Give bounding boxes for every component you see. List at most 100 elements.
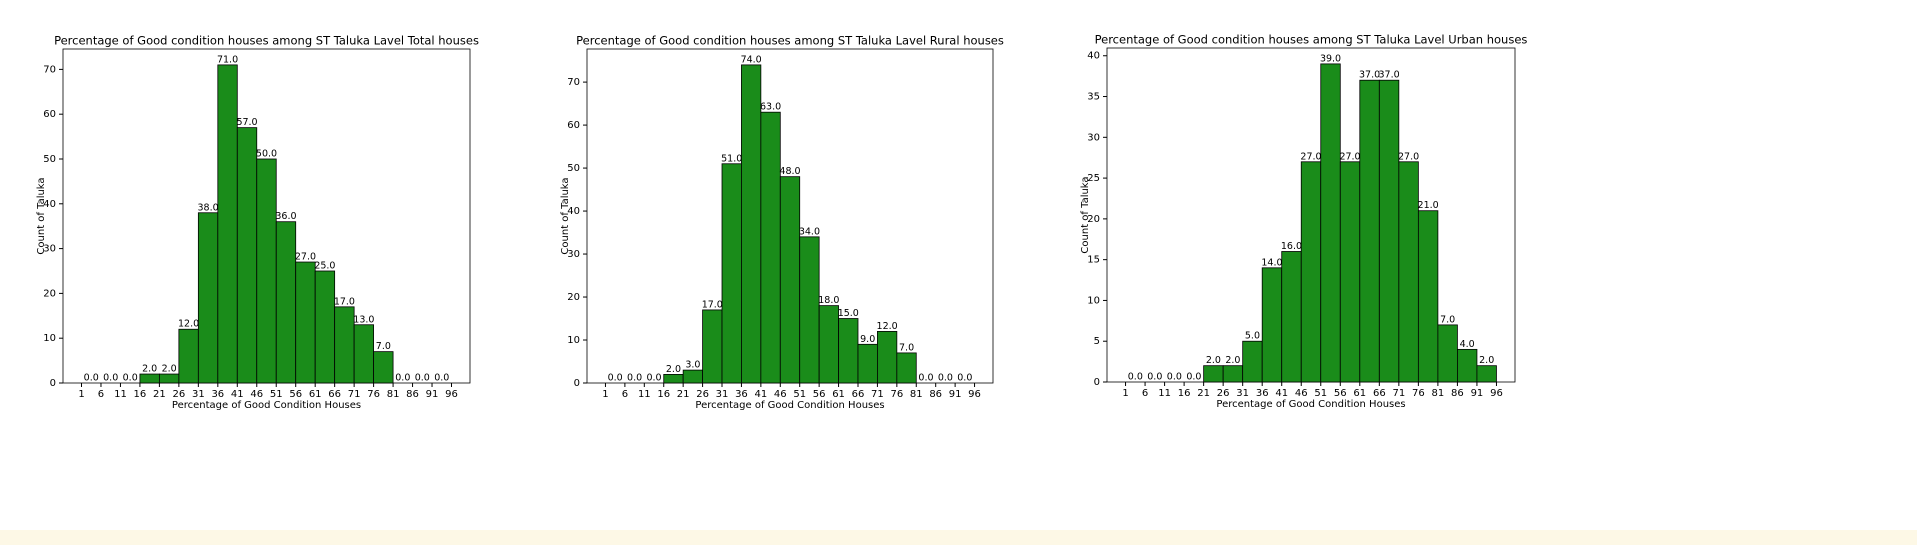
x-tick-label: 91	[426, 389, 439, 400]
y-tick-label: 10	[1087, 295, 1100, 306]
x-tick-label: 21	[677, 389, 690, 400]
bar	[1457, 348, 1478, 383]
y-tick-label: 0	[1094, 377, 1100, 388]
x-tick-label: 41	[231, 389, 244, 400]
x-tick-label: 21	[153, 389, 166, 400]
x-tick-label: 21	[1197, 388, 1210, 399]
chart-title: Percentage of Good condition houses amon…	[1095, 33, 1528, 47]
value-label: 7.0	[899, 342, 914, 353]
value-label: 37.0	[1379, 70, 1400, 81]
x-axis-label: Percentage of Good Condition Houses	[1216, 399, 1405, 410]
x-tick-label: 51	[270, 389, 283, 400]
y-tick-label: 25	[1087, 173, 1100, 184]
y-axis-label: Count of Taluka	[1080, 176, 1091, 253]
value-label: 2.0	[1479, 355, 1494, 366]
bar	[799, 236, 820, 384]
x-tick-label: 6	[622, 389, 628, 400]
x-tick-label: 26	[1217, 388, 1230, 399]
bar	[760, 111, 781, 384]
bar	[1203, 365, 1224, 383]
x-tick-label: 96	[1490, 388, 1503, 399]
value-label: 5.0	[1245, 331, 1260, 342]
value-label: 18.0	[818, 295, 839, 306]
value-label: 0.0	[395, 373, 410, 384]
value-label: 37.0	[1359, 70, 1380, 81]
value-label: 21.0	[1418, 200, 1439, 211]
bar	[721, 163, 742, 384]
bar	[275, 221, 297, 384]
value-label: 25.0	[314, 260, 335, 271]
y-tick-label: 20	[1087, 214, 1100, 225]
bar	[1320, 63, 1341, 383]
bar	[1476, 365, 1497, 383]
value-label: 9.0	[860, 334, 875, 345]
value-label: 12.0	[178, 319, 199, 330]
x-tick-label: 36	[211, 389, 224, 400]
y-tick-label: 0	[50, 378, 56, 389]
x-tick-label: 76	[1412, 388, 1425, 399]
y-tick-label: 10	[43, 333, 56, 344]
y-axis-label: Count of Taluka	[36, 177, 47, 254]
x-tick-label: 91	[1471, 388, 1484, 399]
y-tick-label: 50	[567, 163, 580, 174]
x-tick-label: 26	[696, 389, 709, 400]
bar	[702, 309, 723, 384]
value-label: 57.0	[236, 117, 257, 128]
x-tick-label: 46	[250, 389, 263, 400]
value-label: 0.0	[1147, 372, 1162, 383]
y-tick-label: 40	[43, 199, 56, 210]
bar	[256, 158, 277, 384]
x-tick-label: 91	[949, 389, 962, 400]
bar	[857, 343, 878, 384]
value-label: 15.0	[838, 308, 859, 319]
y-tick-label: 70	[567, 77, 580, 88]
x-axis-label: Percentage of Good Condition Houses	[172, 400, 361, 411]
y-tick-label: 0	[574, 378, 580, 389]
y-tick-label: 30	[43, 244, 56, 255]
x-tick-label: 1	[602, 389, 608, 400]
x-tick-label: 81	[910, 389, 923, 400]
y-tick-label: 10	[567, 335, 580, 346]
value-label: 27.0	[1398, 151, 1419, 162]
x-axis-label: Percentage of Good Condition Houses	[695, 400, 884, 411]
value-label: 0.0	[627, 373, 642, 384]
value-label: 17.0	[702, 299, 723, 310]
x-tick-label: 26	[173, 389, 186, 400]
x-tick-label: 81	[387, 389, 400, 400]
bar	[178, 328, 199, 384]
value-label: 13.0	[353, 314, 374, 325]
value-label: 27.0	[295, 252, 316, 263]
x-tick-label: 1	[78, 389, 84, 400]
value-label: 27.0	[1300, 151, 1321, 162]
value-label: 7.0	[1440, 314, 1455, 325]
y-tick-label: 40	[567, 206, 580, 217]
bar	[838, 318, 859, 384]
x-tick-label: 11	[1158, 388, 1171, 399]
x-tick-label: 1	[1122, 388, 1128, 399]
x-tick-label: 86	[929, 389, 942, 400]
bar	[158, 373, 180, 384]
x-tick-label: 61	[832, 389, 845, 400]
x-tick-label: 41	[754, 389, 767, 400]
y-tick-label: 20	[567, 292, 580, 303]
value-label: 2.0	[142, 364, 157, 375]
value-label: 0.0	[938, 373, 953, 384]
y-tick-label: 5	[1094, 336, 1100, 347]
x-tick-label: 11	[638, 389, 651, 400]
value-label: 0.0	[1128, 372, 1143, 383]
value-label: 27.0	[1339, 151, 1360, 162]
x-tick-label: 36	[1256, 388, 1269, 399]
bar	[1417, 210, 1439, 383]
x-tick-label: 46	[1295, 388, 1308, 399]
y-tick-label: 50	[43, 154, 56, 165]
x-tick-label: 61	[309, 389, 322, 400]
bar	[1339, 161, 1361, 383]
y-tick-label: 70	[43, 64, 56, 75]
x-tick-label: 66	[1373, 388, 1386, 399]
x-tick-label: 6	[1142, 388, 1148, 399]
value-label: 14.0	[1261, 257, 1282, 268]
value-label: 4.0	[1460, 339, 1475, 350]
x-tick-label: 31	[1236, 388, 1249, 399]
